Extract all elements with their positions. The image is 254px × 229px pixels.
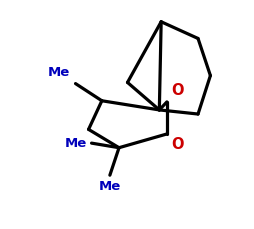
Text: Me: Me [47, 66, 70, 79]
Text: Me: Me [65, 137, 87, 150]
Text: O: O [170, 137, 183, 152]
Text: O: O [170, 83, 183, 98]
Text: Me: Me [98, 180, 120, 193]
